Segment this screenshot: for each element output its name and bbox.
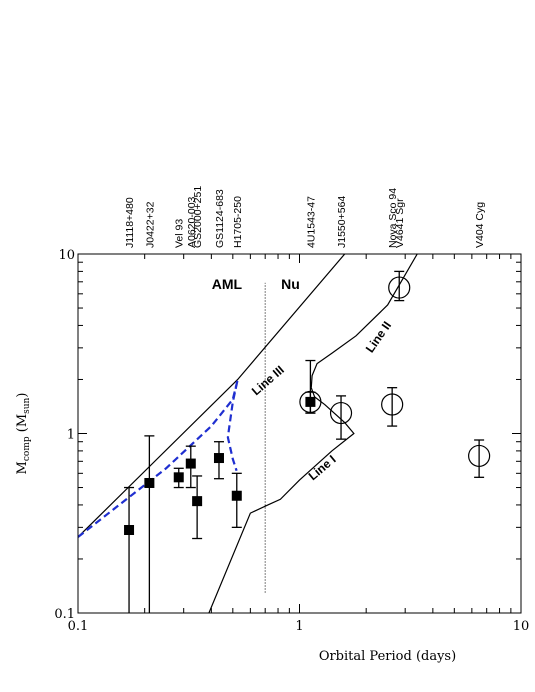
data-point-square [213, 453, 224, 464]
data-point-square [124, 524, 135, 535]
y-tick-label: 1 [67, 428, 75, 443]
y-axis-title-sub2: sun [22, 397, 32, 413]
data-point-square [185, 458, 196, 469]
source-label: J1118+480 [124, 197, 136, 248]
source-label: 4U1543-47 [305, 196, 317, 248]
data-point-square [173, 472, 184, 483]
x-tick-label: 0.1 [68, 619, 89, 634]
line-label: Line I [306, 452, 339, 483]
y-axis-title: Mcomp (Msun) [15, 393, 32, 475]
data-point-circle [299, 390, 322, 413]
data-point-square [231, 490, 242, 501]
source-label: GS2000+251 [192, 186, 204, 248]
source-label: J1550+564 [336, 196, 348, 248]
source-label: V404 Cyg [474, 202, 486, 248]
source-label: V4641 Sgr [394, 198, 406, 248]
data-point-square [192, 496, 203, 507]
data-point-circle [468, 444, 491, 468]
source-label: J0422+32 [144, 201, 156, 248]
data-point-circle [388, 276, 411, 299]
curve-line-i [208, 387, 355, 613]
y-tick-label: 0.1 [54, 607, 75, 622]
source-label: Nova Sco 94 [387, 188, 399, 248]
x-tick-label: 1 [295, 619, 303, 634]
data-point-circle [329, 401, 353, 425]
region-label: Nu [281, 276, 300, 292]
source-label: H1705-250 [232, 196, 244, 248]
y-axis-title-close: ) [15, 393, 30, 398]
y-tick-label: 10 [58, 248, 75, 263]
source-labels: J1118+480 J0422+32 Vel 93 A0620-003GS2000+2… [124, 186, 486, 248]
region-label: AML [212, 276, 243, 292]
y-axis-title-main: M [15, 461, 30, 474]
axis-ticks: 0.1 1 10 0.1 1 10 [54, 248, 529, 634]
curve-line-iii [78, 254, 346, 538]
curve-line-ii [310, 254, 418, 388]
y-axis-title-sub: comp [22, 436, 32, 461]
data-point-circle [381, 393, 404, 416]
curve-aml-model [78, 379, 239, 538]
source-label: Vel 93 [174, 219, 186, 248]
x-axis-title: Orbital Period (days) [319, 649, 456, 664]
x-tick-label: 10 [513, 619, 530, 634]
data-point-square [144, 477, 155, 488]
source-label: A0620-003 [186, 196, 198, 248]
line-label: Line III [249, 363, 287, 399]
source-label: GS1124-683 [214, 189, 226, 248]
y-axis-title-open: (M [15, 414, 30, 437]
